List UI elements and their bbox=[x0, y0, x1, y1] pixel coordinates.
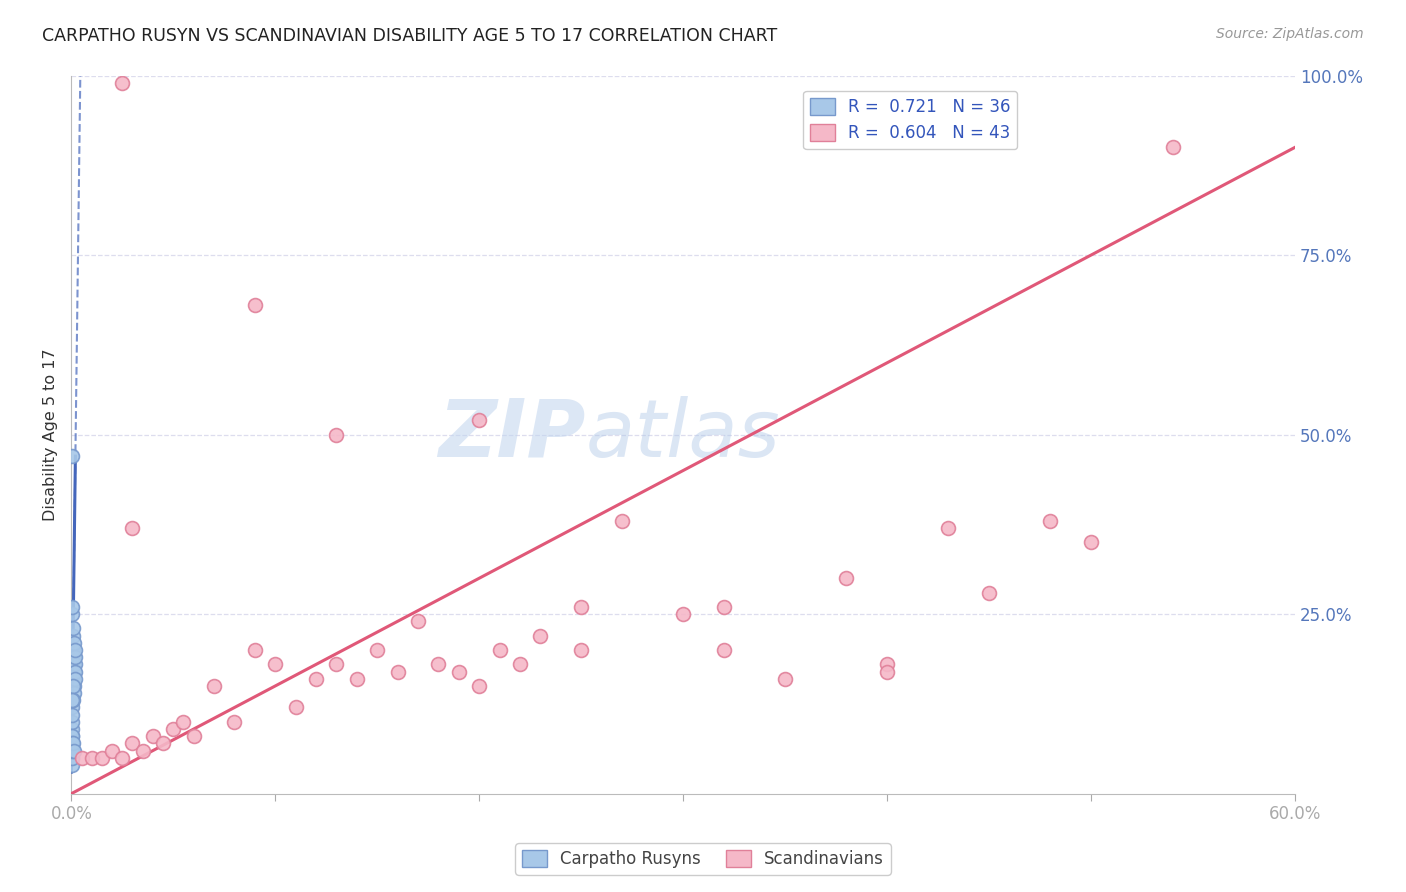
Point bbox=[63, 636, 86, 650]
Point bbox=[876, 657, 898, 672]
Point bbox=[60, 714, 83, 729]
Point bbox=[111, 751, 134, 765]
Point bbox=[468, 413, 491, 427]
Point bbox=[62, 672, 84, 686]
Point bbox=[468, 679, 491, 693]
Point bbox=[65, 643, 87, 657]
Point bbox=[387, 665, 409, 679]
Point bbox=[876, 665, 898, 679]
Point bbox=[63, 743, 86, 757]
Point bbox=[406, 615, 429, 629]
Point bbox=[202, 679, 225, 693]
Point bbox=[713, 643, 735, 657]
Point bbox=[835, 571, 858, 585]
Point bbox=[101, 743, 124, 757]
Point bbox=[62, 643, 84, 657]
Legend: Carpatho Rusyns, Scandinavians: Carpatho Rusyns, Scandinavians bbox=[515, 843, 891, 875]
Point bbox=[447, 665, 470, 679]
Point bbox=[121, 736, 143, 750]
Point bbox=[284, 700, 307, 714]
Point bbox=[488, 643, 510, 657]
Point bbox=[142, 729, 165, 743]
Point bbox=[60, 736, 83, 750]
Point bbox=[60, 449, 83, 463]
Point bbox=[162, 722, 184, 736]
Legend: R =  0.721   N = 36, R =  0.604   N = 43: R = 0.721 N = 36, R = 0.604 N = 43 bbox=[803, 91, 1018, 149]
Point bbox=[63, 665, 86, 679]
Text: atlas: atlas bbox=[585, 395, 780, 474]
Point bbox=[60, 729, 83, 743]
Point bbox=[366, 643, 388, 657]
Point bbox=[977, 585, 1000, 599]
Point bbox=[569, 643, 592, 657]
Point bbox=[63, 650, 86, 665]
Point bbox=[111, 76, 134, 90]
Point bbox=[60, 751, 83, 765]
Point bbox=[60, 751, 83, 765]
Point bbox=[264, 657, 287, 672]
Point bbox=[305, 672, 328, 686]
Y-axis label: Disability Age 5 to 17: Disability Age 5 to 17 bbox=[44, 348, 58, 521]
Point bbox=[183, 729, 205, 743]
Point bbox=[70, 751, 93, 765]
Point bbox=[346, 672, 368, 686]
Point bbox=[60, 743, 83, 757]
Point bbox=[173, 714, 195, 729]
Point bbox=[325, 427, 347, 442]
Point bbox=[60, 743, 83, 757]
Text: Source: ZipAtlas.com: Source: ZipAtlas.com bbox=[1216, 27, 1364, 41]
Point bbox=[60, 736, 83, 750]
Point bbox=[243, 298, 266, 312]
Point bbox=[773, 672, 796, 686]
Text: ZIP: ZIP bbox=[437, 395, 585, 474]
Point bbox=[63, 686, 86, 700]
Point bbox=[1039, 514, 1062, 528]
Point bbox=[90, 751, 112, 765]
Point bbox=[60, 700, 83, 714]
Point bbox=[60, 722, 83, 736]
Point bbox=[62, 657, 84, 672]
Point bbox=[243, 643, 266, 657]
Point bbox=[63, 672, 86, 686]
Point bbox=[509, 657, 531, 672]
Point bbox=[60, 707, 83, 722]
Point bbox=[62, 736, 84, 750]
Point bbox=[62, 629, 84, 643]
Text: CARPATHO RUSYN VS SCANDINAVIAN DISABILITY AGE 5 TO 17 CORRELATION CHART: CARPATHO RUSYN VS SCANDINAVIAN DISABILIT… bbox=[42, 27, 778, 45]
Point bbox=[80, 751, 103, 765]
Point bbox=[62, 679, 84, 693]
Point bbox=[569, 599, 592, 614]
Point bbox=[60, 758, 83, 772]
Point bbox=[325, 657, 347, 672]
Point bbox=[152, 736, 174, 750]
Point bbox=[427, 657, 450, 672]
Point bbox=[936, 521, 959, 535]
Point bbox=[1080, 535, 1102, 549]
Point bbox=[62, 622, 84, 636]
Point bbox=[60, 729, 83, 743]
Point bbox=[62, 679, 84, 693]
Point bbox=[131, 743, 153, 757]
Point bbox=[529, 629, 551, 643]
Point bbox=[1161, 140, 1184, 154]
Point bbox=[60, 693, 83, 707]
Point bbox=[63, 650, 86, 665]
Point bbox=[610, 514, 633, 528]
Point bbox=[672, 607, 695, 621]
Point bbox=[224, 714, 246, 729]
Point bbox=[713, 599, 735, 614]
Point bbox=[63, 657, 86, 672]
Point bbox=[60, 607, 83, 621]
Point bbox=[60, 599, 83, 614]
Point bbox=[62, 693, 84, 707]
Point bbox=[62, 665, 84, 679]
Point bbox=[121, 521, 143, 535]
